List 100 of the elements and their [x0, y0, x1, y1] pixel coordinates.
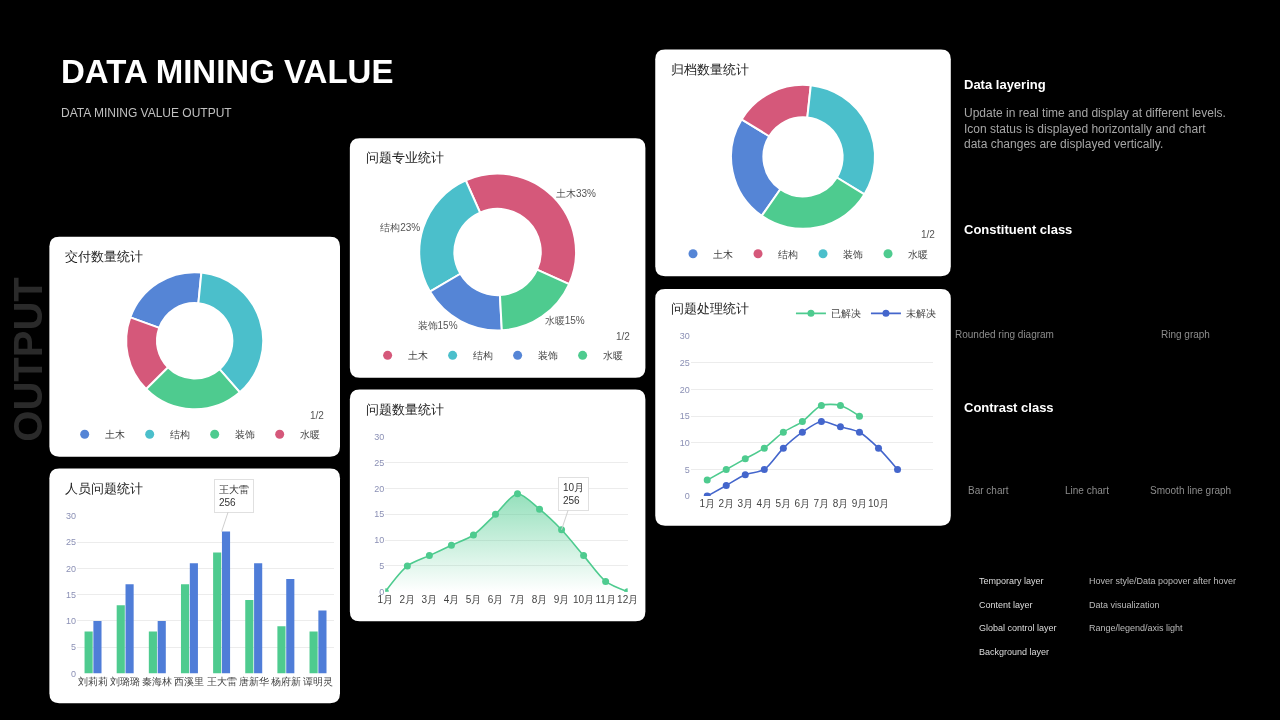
point	[722, 481, 730, 489]
chart-title: 问题专业统计	[366, 150, 444, 165]
data-label: 装饰15%	[417, 319, 458, 331]
x-tick-label: 刘莉莉	[78, 675, 109, 687]
x-tick-label: 5月	[465, 593, 482, 605]
point	[491, 510, 499, 518]
y-tick-label: 30	[65, 510, 76, 521]
x-tick-label: 9月	[553, 593, 570, 605]
legend-label: 结构	[169, 429, 190, 441]
x-tick-label: 8月	[832, 498, 849, 510]
data-label: 水暖15%	[544, 314, 585, 326]
text: Contrast class	[964, 400, 1054, 415]
x-tick-label: 刘璐璐	[110, 675, 141, 687]
y-tick-label: 15	[65, 589, 76, 600]
text: Rounded ring diagram	[955, 329, 1054, 340]
annotation: 王大雷 256	[219, 484, 249, 508]
bar	[93, 621, 102, 674]
text: Smooth line graph	[1150, 485, 1232, 496]
x-tick-label: 4月	[756, 498, 773, 510]
bar	[286, 578, 295, 674]
data-label: 结构23%	[380, 221, 421, 233]
x-tick-label: 2月	[718, 498, 735, 510]
chart-title: 人员问题统计	[65, 481, 143, 496]
text: Content layer	[979, 600, 1033, 610]
chart-title: 问题处理统计	[671, 301, 749, 316]
x-tick-label: 2月	[399, 593, 416, 605]
point	[760, 465, 768, 473]
point	[447, 541, 455, 549]
x-tick-label: 9月	[851, 498, 868, 510]
x-tick-label: 1月	[699, 498, 715, 510]
legend-label: 水暖	[602, 350, 623, 362]
y-tick-label: 20	[65, 563, 76, 574]
text: Ring graph	[1161, 329, 1210, 340]
point	[855, 412, 863, 420]
x-tick-label: 王大雷	[206, 675, 237, 687]
chart-title: 问题数量统计	[366, 402, 444, 417]
legend-label: 水暖	[908, 248, 929, 260]
text: 1/2	[310, 410, 325, 421]
legend-label: 结构	[778, 248, 799, 260]
text: Data layering	[964, 77, 1046, 92]
bar	[125, 584, 134, 674]
text: DATA MINING VALUE OUTPUT	[61, 106, 233, 120]
x-tick-label: 4月	[443, 593, 460, 605]
x-tick-label: 谭明灵	[303, 675, 334, 687]
bar	[213, 552, 222, 674]
bar	[245, 599, 254, 674]
point	[602, 577, 610, 585]
point	[779, 428, 787, 436]
y-tick-label: 5	[70, 642, 76, 653]
x-tick-label: 3月	[421, 593, 438, 605]
bar	[157, 621, 166, 674]
point	[894, 465, 902, 473]
legend-label: 土木	[713, 248, 734, 260]
text: Bar chart	[968, 485, 1009, 496]
x-tick-label: 5月	[775, 498, 792, 510]
legend-label: 装饰	[537, 350, 558, 362]
text: Background layer	[979, 647, 1050, 657]
y-tick-label: 10	[65, 616, 76, 627]
x-tick-label: 3月	[737, 498, 754, 510]
text: Constituent class	[964, 222, 1073, 237]
point	[514, 490, 521, 498]
text: Data visualization	[1089, 600, 1160, 610]
x-tick-label: 唐新华	[238, 675, 269, 687]
point	[798, 428, 806, 436]
bar	[189, 563, 198, 674]
text: Hover style/Data popover after hover	[1089, 576, 1237, 586]
point	[836, 423, 844, 431]
point	[855, 428, 863, 436]
point	[836, 402, 844, 410]
bar	[84, 631, 93, 674]
y-tick-label: 25	[65, 537, 76, 548]
bar	[116, 605, 125, 674]
x-tick-label: 7月	[509, 593, 526, 605]
bar	[277, 626, 286, 674]
text: 1/2	[616, 331, 631, 342]
x-tick-label: 10月	[573, 593, 595, 605]
legend-label: 结构	[472, 350, 493, 362]
bar	[309, 631, 318, 674]
point	[722, 465, 730, 473]
y-tick-label: 10	[679, 437, 690, 448]
x-tick-label: 8月	[531, 593, 548, 605]
legend-label: 装饰	[234, 429, 255, 441]
y-tick-label: 15	[374, 509, 385, 520]
x-tick-label: 6月	[487, 593, 504, 605]
legend-label: 土木	[407, 350, 428, 362]
text: Temporary layer	[979, 576, 1044, 586]
point	[403, 562, 411, 570]
y-tick-label: 0	[70, 668, 76, 679]
text: DATA MINING VALUE	[61, 53, 394, 90]
legend-label: 装饰	[843, 248, 864, 260]
chart-title: 交付数量统计	[65, 249, 143, 264]
y-tick-label: 5	[379, 561, 385, 572]
y-tick-label: 25	[679, 358, 690, 369]
point	[741, 471, 749, 479]
legend-label: 土木	[104, 429, 125, 441]
y-tick-label: 30	[679, 331, 690, 342]
x-tick-label: 西溪里	[174, 675, 205, 687]
y-tick-label: 25	[374, 457, 385, 468]
x-tick-label: 10月	[867, 498, 890, 510]
point	[580, 552, 588, 560]
